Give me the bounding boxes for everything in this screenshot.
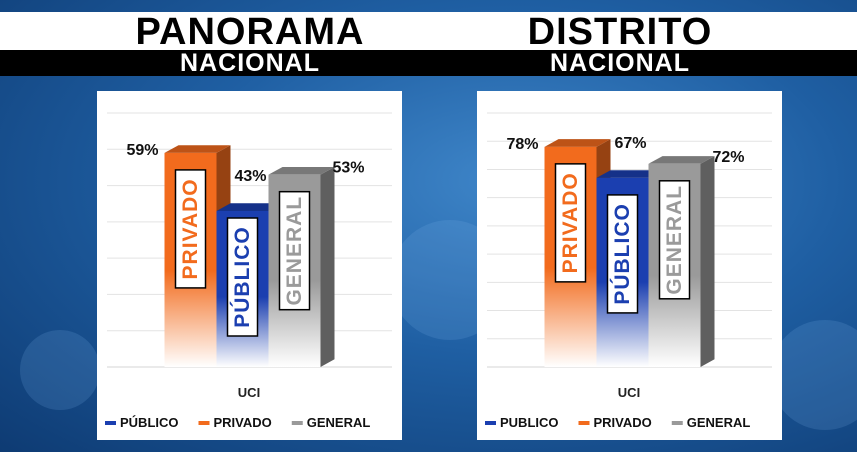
value-label-publico: 43% <box>234 168 266 185</box>
bar-text-box <box>606 194 639 314</box>
legend-label: PUBLICO <box>500 415 559 430</box>
bar-top <box>648 156 715 164</box>
bar-text-privado: PRIVADO <box>174 169 207 289</box>
legend-item-privado: PRIVADO <box>198 415 272 430</box>
legend: PUBLICO PRIVADO GENERAL <box>485 415 750 430</box>
legend: PÚBLICO PRIVADO GENERAL <box>105 415 370 430</box>
legend-label: GENERAL <box>687 415 751 430</box>
background-decoration <box>770 320 857 430</box>
left-title: PANORAMA <box>135 11 365 53</box>
bar-text-label: GENERAL <box>663 185 686 295</box>
bar-top <box>268 166 335 175</box>
bar-text-publico: PÚBLICO <box>606 194 639 314</box>
value-label-publico: 67% <box>614 135 646 152</box>
headline-bar: PANORAMA NACIONAL DISTRITO NACIONAL <box>0 0 857 77</box>
legend-swatch <box>671 421 683 425</box>
chart-panel-right: 78% PRIVADO 67% PÚBLICO 72% GENERAL UCI PUBLICO… <box>477 91 782 440</box>
bar-text-box <box>278 190 311 311</box>
bar-text-label: PRIVADO <box>559 172 582 273</box>
value-label-general: 53% <box>332 160 364 177</box>
legend-swatch <box>578 421 590 425</box>
category-label: UCI <box>238 385 260 400</box>
category-label: UCI <box>618 385 640 400</box>
bar-side <box>700 156 715 367</box>
legend-item-privado: PRIVADO <box>578 415 652 430</box>
legend-swatch <box>105 421 116 425</box>
bar-top <box>164 145 231 153</box>
bar-text-box <box>174 169 207 289</box>
bar-text-box <box>554 163 587 283</box>
legend-swatch <box>291 421 303 425</box>
bar-top <box>596 170 663 178</box>
right-subtitle: NACIONAL <box>550 49 690 77</box>
bar-text-label: PRIVADO <box>179 178 202 279</box>
background-decoration <box>20 330 100 410</box>
legend-item-publico: PÚBLICO <box>105 415 179 430</box>
legend-label: PÚBLICO <box>120 415 179 430</box>
bar-top <box>216 203 283 211</box>
bar-side <box>320 166 335 367</box>
legend-label: PRIVADO <box>214 415 272 430</box>
right-title: DISTRITO <box>527 11 713 53</box>
value-label-privado: 59% <box>126 142 158 159</box>
bar-text-label: PÚBLICO <box>230 226 254 328</box>
bar-text-label: PÚBLICO <box>610 203 634 305</box>
legend-swatch <box>485 421 496 425</box>
bar-text-publico: PÚBLICO <box>226 217 259 337</box>
headline-white-strip <box>0 12 857 50</box>
legend-item-general: GENERAL <box>671 415 751 430</box>
bar-text-general: GENERAL <box>278 190 311 311</box>
bar-text-privado: PRIVADO <box>554 163 587 283</box>
bar-top <box>544 139 611 147</box>
chart-panel-left: 59% PRIVADO 43% PÚBLICO 53% GENERAL UCI PÚBLICO… <box>97 91 402 440</box>
chart-right: 78% PRIVADO 67% PÚBLICO 72% GENERAL UCI PUBLICO… <box>485 112 772 430</box>
legend-swatch <box>198 421 210 425</box>
left-subtitle: NACIONAL <box>180 49 320 77</box>
chart-left: 59% PRIVADO 43% PÚBLICO 53% GENERAL UCI PÚBLICO… <box>105 112 392 430</box>
bar-text-label: GENERAL <box>283 196 306 306</box>
legend-label: GENERAL <box>307 415 371 430</box>
bar-text-general: GENERAL <box>658 180 691 300</box>
value-label-privado: 78% <box>506 136 538 153</box>
bar-text-box <box>226 217 259 337</box>
value-label-general: 72% <box>712 149 744 166</box>
headline-black-strip <box>0 50 857 76</box>
legend-item-publico: PUBLICO <box>485 415 559 430</box>
legend-label: PRIVADO <box>594 415 652 430</box>
bar-text-box <box>658 180 691 300</box>
legend-item-general: GENERAL <box>291 415 371 430</box>
